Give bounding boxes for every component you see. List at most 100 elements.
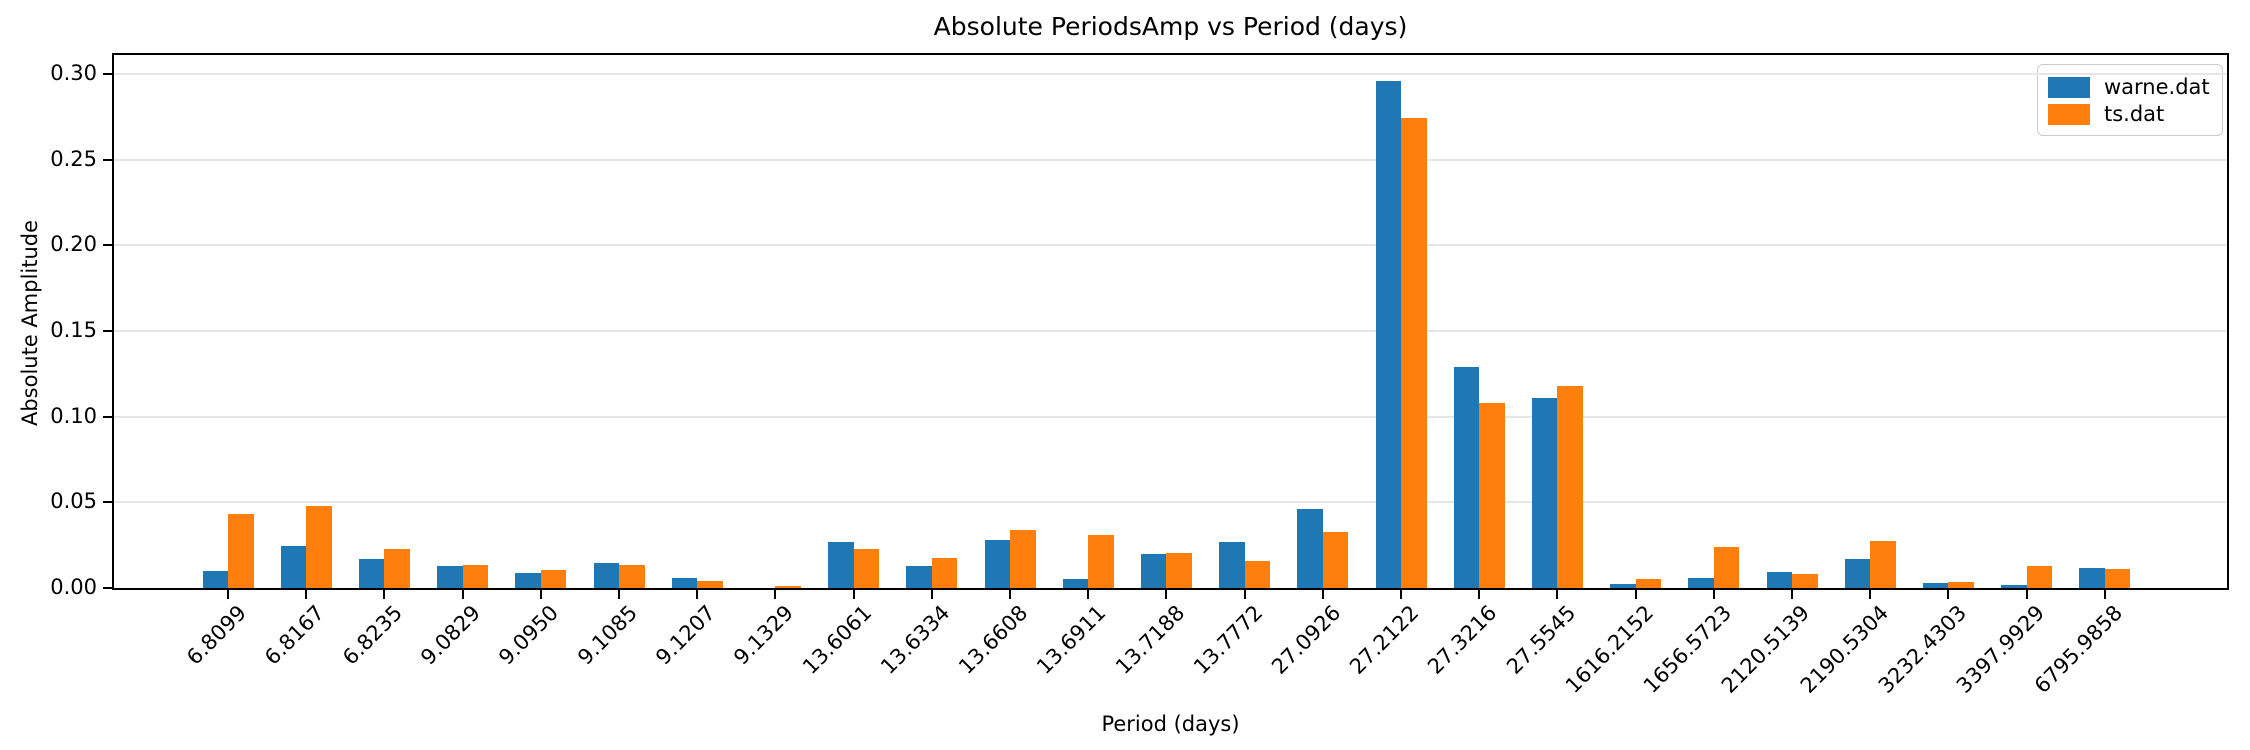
bar-warne.dat	[515, 573, 541, 588]
x-tick-mark	[696, 590, 699, 599]
x-tick-mark	[1243, 590, 1246, 599]
x-tick-label: 9.1329	[729, 600, 798, 670]
legend-label: ts.dat	[2104, 102, 2165, 126]
bar-warne.dat	[984, 540, 1010, 588]
bar-ts.dat	[1010, 529, 1036, 588]
legend-label: warne.dat	[2104, 75, 2210, 99]
x-tick-label: 9.0950	[494, 600, 564, 670]
bar-warne.dat	[2001, 584, 2027, 588]
legend-item-warne.dat: warne.dat	[2048, 74, 2210, 101]
bar-ts.dat	[2026, 565, 2053, 588]
bar-warne.dat	[280, 546, 307, 588]
bar-ts.dat	[306, 505, 332, 588]
y-tick-mark	[103, 244, 112, 247]
legend-item-ts.dat: ts.dat	[2048, 101, 2210, 128]
x-tick-label: 13.7188	[1110, 600, 1189, 679]
bar-warne.dat	[906, 565, 932, 588]
bar-ts.dat	[2104, 569, 2131, 588]
x-tick-mark	[1947, 590, 1950, 599]
y-tick-mark	[103, 329, 112, 332]
bar-warne.dat	[1140, 553, 1167, 588]
x-tick-mark	[930, 590, 933, 599]
x-tick-label: 9.1207	[650, 600, 720, 670]
bar-ts.dat	[1948, 582, 1974, 588]
bar-warne.dat	[1375, 80, 1401, 588]
bar-warne.dat	[671, 577, 698, 588]
bar-ts.dat	[1870, 540, 1896, 588]
x-tick-label: 9.1085	[572, 600, 642, 670]
x-tick-mark	[2025, 590, 2028, 599]
x-tick-label: 13.6334	[875, 600, 955, 679]
bar-warne.dat	[828, 541, 854, 588]
bar-warne.dat	[202, 570, 228, 588]
bar-warne.dat	[1062, 578, 1089, 588]
x-tick-label: 6.8167	[259, 600, 329, 670]
bar-ts.dat	[853, 549, 880, 588]
gridline	[114, 329, 2227, 332]
gridline	[114, 415, 2227, 418]
x-tick-label: 13.6911	[1032, 600, 1111, 679]
bar-ts.dat	[1401, 118, 1427, 588]
bar-ts.dat	[228, 514, 254, 588]
x-tick-label: 13.7772	[1188, 600, 1268, 679]
x-tick-label: 27.0926	[1266, 600, 1346, 679]
top-spine	[112, 53, 2229, 55]
x-tick-mark	[2103, 590, 2106, 599]
bar-ts.dat	[619, 564, 645, 588]
x-tick-label: 27.3216	[1423, 600, 1502, 679]
x-tick-mark	[1556, 590, 1559, 599]
y-tick-label: 0.00	[50, 575, 97, 599]
legend-swatch-icon	[2048, 104, 2090, 125]
bar-ts.dat	[384, 548, 410, 588]
bar-warne.dat	[1844, 558, 1871, 588]
left-spine	[112, 55, 114, 590]
bar-warne.dat	[1766, 571, 1792, 588]
y-tick-mark	[103, 587, 112, 589]
legend-swatch-icon	[2048, 77, 2090, 98]
bar-ts.dat	[931, 558, 958, 588]
x-tick-mark	[1165, 590, 1168, 599]
chart-title: Absolute PeriodsAmp vs Period (days)	[933, 12, 1408, 41]
gridline	[114, 72, 2227, 75]
x-tick-mark	[305, 590, 308, 599]
x-tick-mark	[539, 590, 542, 599]
bar-warne.dat	[358, 558, 385, 588]
x-tick-label: 27.5545	[1501, 600, 1580, 679]
y-tick-mark	[103, 415, 112, 418]
x-tick-label: 6.8235	[338, 600, 407, 670]
bar-ts.dat	[1792, 574, 1818, 588]
gridline	[114, 158, 2227, 161]
gridline	[114, 244, 2227, 247]
x-tick-mark	[1478, 590, 1481, 599]
bar-ts.dat	[775, 586, 801, 588]
bar-warne.dat	[593, 563, 619, 588]
x-tick-mark	[227, 590, 229, 599]
x-tick-mark	[1321, 590, 1324, 599]
y-tick-label: 0.05	[50, 489, 97, 514]
gridline	[114, 501, 2227, 504]
x-tick-mark	[383, 590, 386, 599]
bar-warne.dat	[2079, 568, 2105, 588]
x-tick-mark	[461, 590, 464, 599]
y-tick-label: 0.15	[50, 317, 97, 342]
y-tick-label: 0.30	[50, 60, 97, 85]
x-tick-mark	[852, 590, 855, 599]
y-tick-mark	[103, 158, 112, 161]
y-tick-mark	[103, 501, 112, 504]
bar-ts.dat	[1479, 402, 1505, 588]
x-tick-mark	[1009, 590, 1011, 599]
x-tick-label: 13.6608	[954, 600, 1033, 679]
x-tick-mark	[774, 590, 777, 599]
x-tick-mark	[1634, 590, 1637, 599]
x-tick-mark	[1712, 590, 1715, 599]
x-tick-mark	[618, 590, 620, 599]
x-tick-label: 6.8099	[181, 600, 251, 670]
x-tick-mark	[1869, 590, 1872, 599]
bar-ts.dat	[1713, 546, 1740, 588]
bar-ts.dat	[1088, 534, 1114, 588]
bar-warne.dat	[1297, 509, 1323, 588]
x-axis-label: Period (days)	[1101, 712, 1240, 736]
legend: warne.dat ts.dat	[2037, 64, 2223, 136]
bar-warne.dat	[1219, 541, 1245, 588]
